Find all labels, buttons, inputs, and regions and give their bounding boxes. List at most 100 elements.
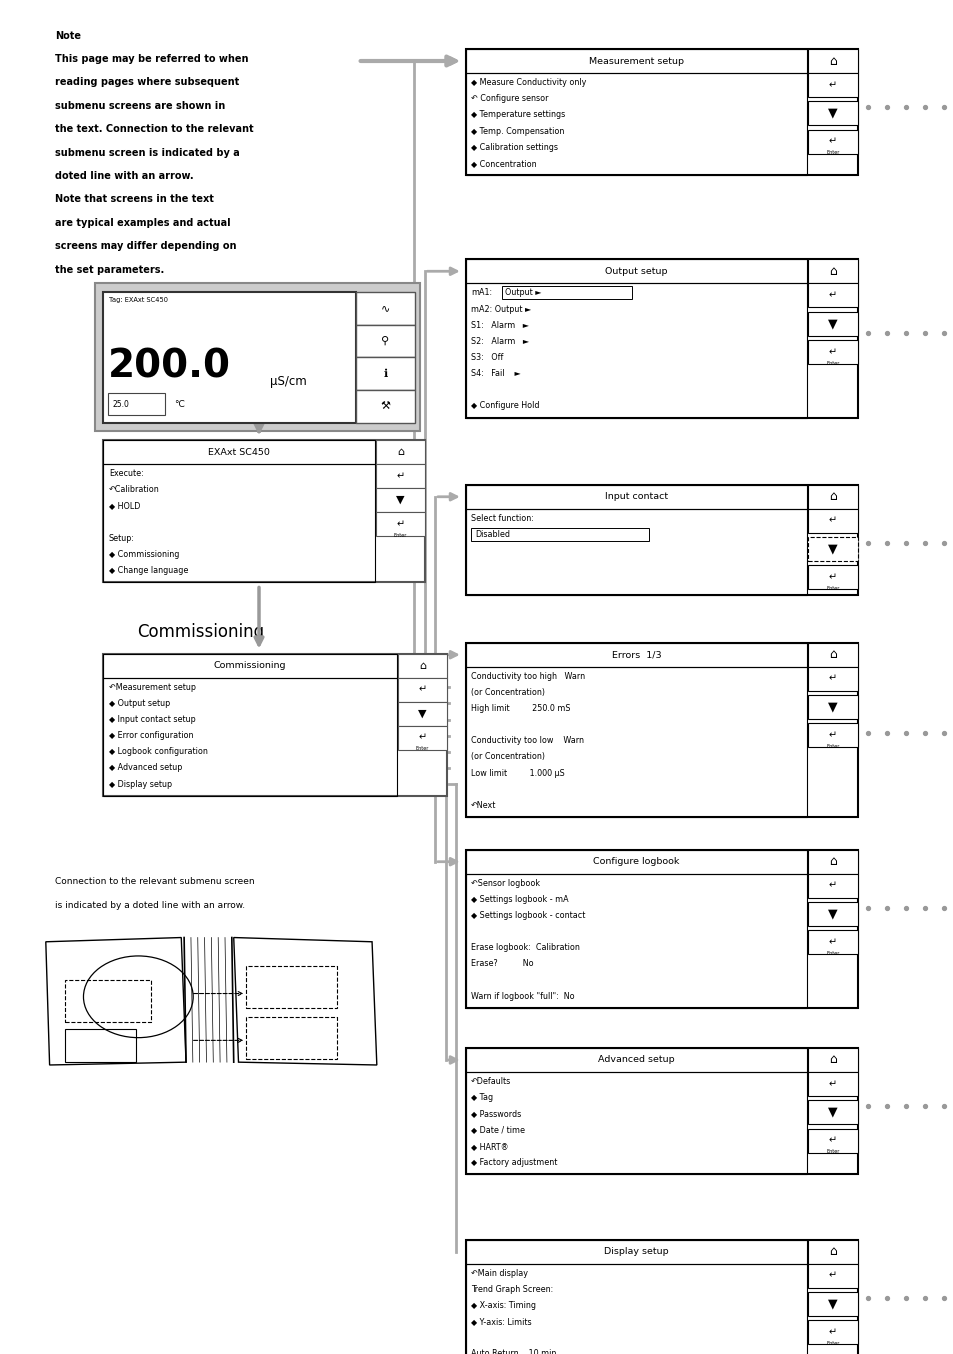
Text: μS/cm: μS/cm (270, 375, 307, 387)
Bar (65, 1029, 136, 1062)
Text: 200.0: 200.0 (108, 347, 231, 385)
Bar (397, 701, 447, 726)
Text: ↵: ↵ (828, 880, 836, 891)
Text: ◆ Settings logbook - mA: ◆ Settings logbook - mA (471, 895, 568, 904)
Bar (375, 440, 425, 464)
Text: ◆ HART®: ◆ HART® (471, 1141, 508, 1151)
Text: ↵: ↵ (828, 1270, 836, 1281)
Text: ▼: ▼ (827, 317, 837, 330)
Text: This page may be referred to when: This page may be referred to when (55, 54, 249, 64)
Bar (397, 726, 447, 750)
Text: ⌂: ⌂ (828, 490, 836, 504)
Text: submenu screen is indicated by a: submenu screen is indicated by a (55, 148, 240, 157)
Text: ↵: ↵ (828, 730, 836, 741)
Bar (465, 1072, 806, 1174)
Bar (355, 357, 415, 390)
Bar (807, 1072, 857, 1095)
Bar (807, 666, 857, 691)
Text: ◆ Y-axis: Limits: ◆ Y-axis: Limits (471, 1317, 532, 1326)
Text: Commissioning: Commissioning (213, 661, 286, 670)
Bar (465, 1240, 857, 1354)
Bar (807, 485, 857, 509)
Text: ◆ HOLD: ◆ HOLD (109, 501, 140, 510)
Text: ⌂: ⌂ (828, 856, 836, 868)
Bar (246, 967, 336, 1007)
Text: ↵: ↵ (828, 674, 836, 684)
Text: ⚒: ⚒ (380, 401, 390, 412)
Bar (807, 930, 857, 955)
Text: Enter: Enter (825, 951, 839, 956)
Text: Enter: Enter (394, 532, 407, 538)
Bar (471, 528, 648, 542)
Bar (807, 311, 857, 336)
Bar (465, 643, 806, 666)
Text: ↵: ↵ (828, 347, 836, 357)
Polygon shape (46, 937, 186, 1066)
Text: Note that screens in the text: Note that screens in the text (55, 195, 214, 204)
Bar (807, 102, 857, 126)
Text: ↵: ↵ (828, 1079, 836, 1089)
Bar (807, 259, 857, 283)
Text: (or Concentration): (or Concentration) (471, 753, 545, 761)
Bar (465, 509, 806, 594)
Bar (355, 325, 415, 357)
Text: ↵: ↵ (828, 1327, 836, 1338)
Text: mA2: Output ►: mA2: Output ► (471, 305, 531, 314)
Bar (465, 485, 806, 509)
Text: ◆ Logbook configuration: ◆ Logbook configuration (109, 747, 208, 757)
Text: ⌂: ⌂ (828, 1246, 836, 1258)
Bar (103, 440, 425, 582)
Bar (65, 980, 151, 1022)
Text: 25.0: 25.0 (112, 399, 130, 409)
Text: ↵: ↵ (828, 1136, 836, 1145)
Bar (465, 643, 857, 818)
Text: ▼: ▼ (827, 1297, 837, 1311)
Bar (807, 340, 857, 364)
Bar (465, 850, 857, 1009)
Polygon shape (233, 937, 376, 1066)
Text: ◆ Error configuration: ◆ Error configuration (109, 731, 193, 741)
Bar (103, 654, 447, 796)
Text: Tag: EXAxt SC450: Tag: EXAxt SC450 (109, 298, 168, 303)
Text: ⌂: ⌂ (828, 54, 836, 68)
Bar (465, 666, 806, 818)
Bar (465, 485, 857, 594)
Bar (807, 850, 857, 873)
Text: ↶Calibration: ↶Calibration (109, 485, 159, 494)
Text: ↵: ↵ (828, 516, 836, 525)
Text: Note: Note (55, 31, 81, 41)
Text: Enter: Enter (416, 746, 429, 751)
Text: Warn if logbook "full":  No: Warn if logbook "full": No (471, 991, 575, 1001)
Bar (375, 464, 425, 487)
Bar (375, 512, 425, 536)
Text: ◆ Commissioning: ◆ Commissioning (109, 550, 179, 559)
Text: ◆ Input contact setup: ◆ Input contact setup (109, 715, 195, 724)
Text: Setup:: Setup: (109, 533, 134, 543)
Text: ◆ Configure Hold: ◆ Configure Hold (471, 401, 539, 410)
Text: ↶Measurement setup: ↶Measurement setup (109, 682, 195, 692)
Text: ⌂: ⌂ (396, 447, 404, 458)
Bar (807, 643, 857, 666)
Bar (807, 873, 857, 898)
Bar (103, 464, 375, 582)
Text: ▼: ▼ (827, 543, 837, 555)
Text: ◆ Output setup: ◆ Output setup (109, 699, 170, 708)
Text: ⌂: ⌂ (828, 649, 836, 661)
Text: ⚲: ⚲ (381, 336, 389, 347)
Text: Enter: Enter (825, 586, 839, 592)
Text: ↵: ↵ (828, 937, 836, 948)
Text: High limit         250.0 mS: High limit 250.0 mS (471, 704, 570, 714)
Text: ↶ Configure sensor: ↶ Configure sensor (471, 95, 548, 103)
Text: the text. Connection to the relevant: the text. Connection to the relevant (55, 125, 253, 134)
Bar (95, 283, 419, 432)
Text: Input contact: Input contact (604, 493, 667, 501)
Bar (397, 677, 447, 701)
Text: Measurement setup: Measurement setup (588, 57, 683, 65)
Text: S2:   Alarm   ►: S2: Alarm ► (471, 337, 529, 345)
Text: ▼: ▼ (827, 1106, 837, 1118)
Text: ⌂: ⌂ (418, 661, 426, 670)
Text: ↵: ↵ (418, 685, 426, 695)
Bar (375, 487, 425, 512)
Text: S4:   Fail    ►: S4: Fail ► (471, 370, 520, 378)
Bar (465, 259, 806, 283)
